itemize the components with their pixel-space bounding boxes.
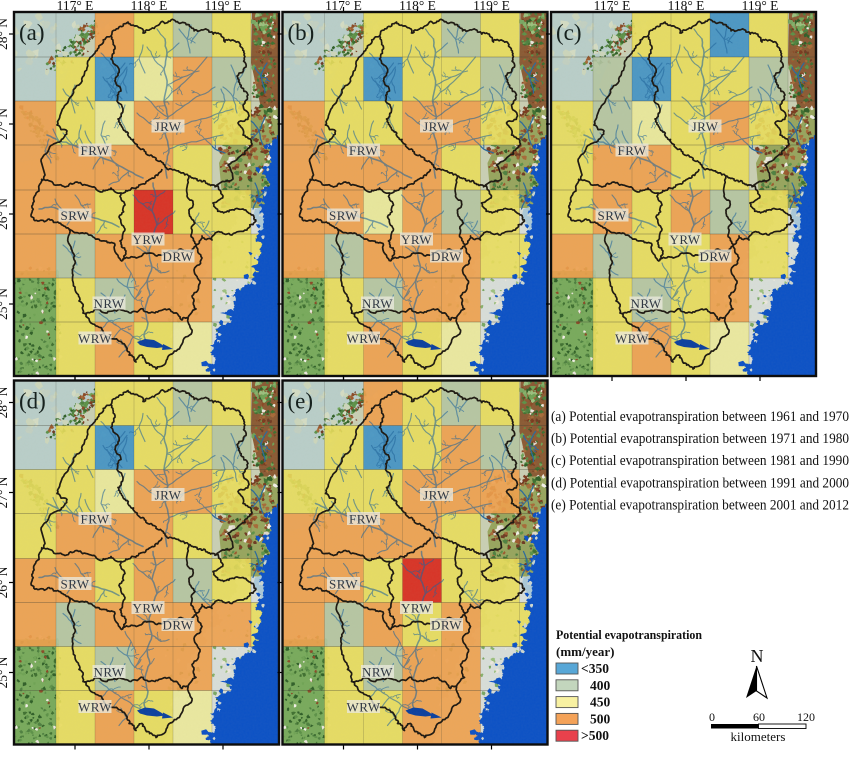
svg-text:(a) Potential evapotranspirati: (a) Potential evapotranspiration between…: [551, 409, 849, 425]
svg-text:Potential evapotranspiration: Potential evapotranspiration: [556, 627, 703, 642]
svg-text:(e): (e): [288, 389, 314, 414]
svg-text:117° E: 117° E: [594, 0, 631, 13]
svg-text:26° N: 26° N: [0, 198, 10, 230]
svg-text:119° E: 119° E: [205, 0, 242, 13]
svg-text:119° E: 119° E: [742, 0, 779, 13]
svg-text:(b): (b): [288, 20, 315, 45]
svg-text:(e) Potential evapotranspirati: (e) Potential evapotranspiration between…: [551, 498, 849, 514]
svg-text:0: 0: [709, 710, 715, 724]
svg-text:500: 500: [590, 711, 611, 726]
svg-text:118° E: 118° E: [131, 0, 168, 13]
svg-text:28° N: 28° N: [0, 386, 10, 418]
svg-text:(c) Potential evapotranspirati: (c) Potential evapotranspiration between…: [551, 453, 849, 469]
svg-text:(b) Potential evapotranspirati: (b) Potential evapotranspiration between…: [551, 431, 849, 447]
svg-text:(c): (c): [556, 20, 582, 45]
svg-text:26° N: 26° N: [0, 566, 10, 598]
svg-text:27° N: 27° N: [0, 476, 10, 508]
svg-text:28° N: 28° N: [0, 18, 10, 50]
svg-text:450: 450: [590, 695, 611, 710]
svg-text:25° N: 25° N: [0, 288, 10, 320]
svg-text:119° E: 119° E: [473, 0, 510, 13]
svg-text:60: 60: [753, 710, 765, 724]
svg-text:400: 400: [590, 678, 611, 693]
svg-text:118° E: 118° E: [668, 0, 705, 13]
svg-text:117° E: 117° E: [325, 0, 362, 13]
svg-text:(d): (d): [19, 389, 46, 414]
svg-text:N: N: [751, 646, 764, 666]
svg-text:(d) Potential evapotranspirati: (d) Potential evapotranspiration between…: [551, 476, 849, 492]
svg-text:>500: >500: [581, 728, 609, 743]
svg-text:(a): (a): [19, 20, 45, 45]
svg-text:<350: <350: [581, 661, 609, 676]
svg-text:25° N: 25° N: [0, 656, 10, 688]
svg-text:27° N: 27° N: [0, 108, 10, 140]
svg-text:kilometers: kilometers: [731, 729, 786, 744]
svg-text:118° E: 118° E: [399, 0, 436, 13]
svg-text:(mm/year): (mm/year): [556, 644, 614, 659]
svg-text:117° E: 117° E: [57, 0, 94, 13]
svg-text:120: 120: [797, 710, 815, 724]
